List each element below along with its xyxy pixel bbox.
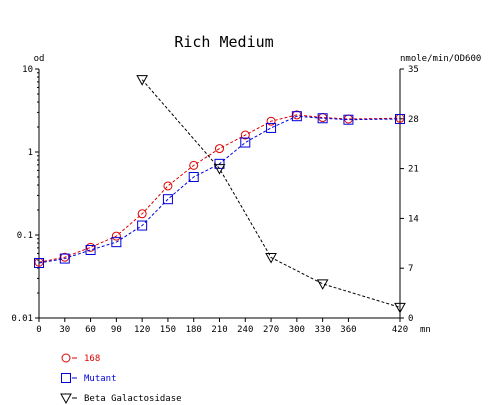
legend-label: Beta Galactosidase (84, 394, 182, 404)
left-tick-label: 0.01 (11, 314, 33, 324)
data-point (85, 244, 96, 255)
x-tick-label: 360 (340, 325, 356, 335)
right-axis-unit: nmole/min/OD600 (400, 54, 481, 64)
x-tick-label: 240 (237, 325, 253, 335)
x-tick-label: 330 (315, 325, 331, 335)
data-point (394, 302, 406, 314)
data-point (266, 116, 276, 126)
legend: 168 Mutant Beta Galactosidase (60, 353, 182, 405)
data-point (59, 253, 70, 264)
right-tick-label: 7 (408, 264, 413, 274)
x-tick-label: 270 (263, 325, 279, 335)
x-axis-unit: mn (420, 325, 431, 335)
left-tick-label: 0.1 (17, 231, 33, 241)
data-point (240, 137, 251, 148)
legend-marker (61, 353, 71, 363)
legend-label: Mutant (84, 374, 117, 384)
data-point (137, 220, 148, 231)
data-point (111, 231, 121, 241)
right-tick-label: 28 (408, 115, 419, 125)
left-tick-label: 1 (28, 148, 33, 158)
x-tick-label: 120 (134, 325, 150, 335)
legend-item: Beta Galactosidase (60, 393, 182, 405)
data-point (265, 253, 277, 264)
right-tick-label: 35 (408, 65, 419, 75)
x-tick-label: 150 (160, 325, 176, 335)
x-tick-label: 30 (59, 325, 70, 335)
data-point (213, 164, 226, 175)
data-point (111, 237, 122, 248)
data-point (316, 279, 329, 290)
legend-marker (61, 373, 71, 383)
data-point (240, 130, 250, 140)
left-axis-unit: od (34, 54, 45, 64)
data-point (317, 113, 328, 124)
x-tick-label: 300 (289, 325, 305, 335)
x-tick-label: 60 (85, 325, 96, 335)
legend-label: 168 (84, 354, 100, 364)
x-tick-label: 210 (211, 325, 227, 335)
x-tick-label: 0 (36, 325, 41, 335)
legend-marker (60, 393, 72, 405)
series-line (141, 79, 401, 308)
left-tick-label: 10 (22, 65, 33, 75)
data-point (137, 209, 147, 219)
right-tick-label: 14 (408, 214, 419, 224)
data-point (215, 144, 224, 154)
data-point (343, 114, 354, 125)
data-point (136, 75, 148, 86)
data-point (163, 181, 173, 191)
right-tick-label: 0 (408, 314, 413, 324)
data-point (162, 194, 173, 205)
series-2 (136, 75, 406, 314)
data-point (189, 160, 199, 170)
chart-title: Rich Medium (174, 33, 273, 51)
x-tick-label: 180 (186, 325, 202, 335)
data-point (188, 171, 199, 182)
x-tick-label: 90 (111, 325, 122, 335)
data-point (34, 257, 44, 268)
series-0 (34, 110, 405, 267)
data-point (86, 242, 96, 252)
series-line (38, 115, 401, 264)
series-1 (34, 111, 405, 268)
legend-item: 168 (61, 353, 100, 364)
data-point (266, 122, 277, 133)
series-line (38, 114, 401, 263)
data-point (395, 113, 405, 124)
right-tick-label: 21 (408, 165, 419, 175)
data-point (291, 111, 302, 122)
x-tick-label: 420 (392, 325, 408, 335)
legend-item: Mutant (61, 373, 117, 384)
series-layer (34, 75, 406, 314)
